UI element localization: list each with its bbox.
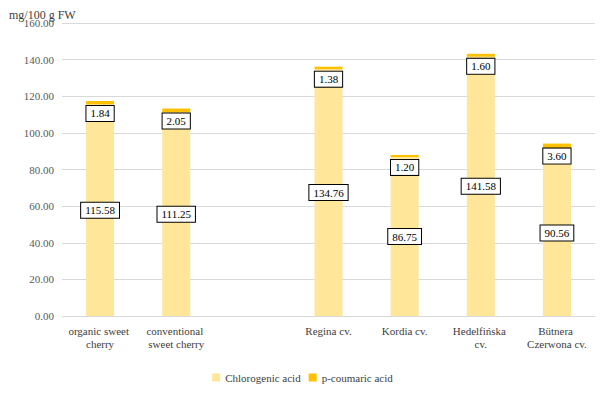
svg-text:cv.: cv. (475, 338, 488, 350)
svg-text:1.60: 1.60 (471, 60, 491, 72)
svg-text:Czerwona cv.: Czerwona cv. (527, 338, 587, 350)
svg-text:1.20: 1.20 (395, 161, 415, 173)
svg-text:0.00: 0.00 (35, 310, 55, 322)
svg-text:organic sweet: organic sweet (68, 325, 131, 337)
svg-text:Regina cv.: Regina cv. (305, 325, 352, 337)
svg-text:90.56: 90.56 (545, 227, 570, 239)
svg-text:3.60: 3.60 (547, 150, 567, 162)
svg-text:2.05: 2.05 (167, 115, 187, 127)
svg-text:141.58: 141.58 (466, 180, 497, 192)
svg-text:Chlorogenic acid: Chlorogenic acid (225, 372, 301, 384)
svg-text:140.00: 140.00 (24, 54, 55, 66)
svg-text:20.00: 20.00 (29, 273, 54, 285)
svg-text:60.00: 60.00 (29, 200, 54, 212)
svg-text:Bütnera: Bütnera (538, 325, 576, 337)
svg-text:mg/100 g FW: mg/100 g FW (9, 8, 76, 22)
svg-text:80.00: 80.00 (29, 164, 54, 176)
svg-text:120.00: 120.00 (24, 90, 55, 102)
svg-text:conventional: conventional (146, 325, 206, 337)
svg-text:160.00: 160.00 (23, 17, 54, 29)
svg-text:sweet cherry: sweet cherry (148, 338, 204, 350)
svg-text:p-coumaric acid: p-coumaric acid (322, 372, 394, 384)
svg-text:40.00: 40.00 (29, 237, 54, 249)
svg-text:Kordia cv.: Kordia cv. (382, 325, 428, 337)
svg-text:100.00: 100.00 (24, 127, 55, 139)
svg-text:115.58: 115.58 (85, 204, 115, 216)
svg-text:86.75: 86.75 (392, 231, 417, 243)
svg-text:1.84: 1.84 (90, 107, 110, 119)
svg-text:111.25: 111.25 (161, 208, 191, 220)
svg-text:134.76: 134.76 (313, 187, 344, 199)
svg-text:Hedelfińska: Hedelfińska (453, 325, 509, 337)
svg-text:1.38: 1.38 (319, 73, 339, 85)
svg-text:cherry: cherry (86, 338, 115, 350)
